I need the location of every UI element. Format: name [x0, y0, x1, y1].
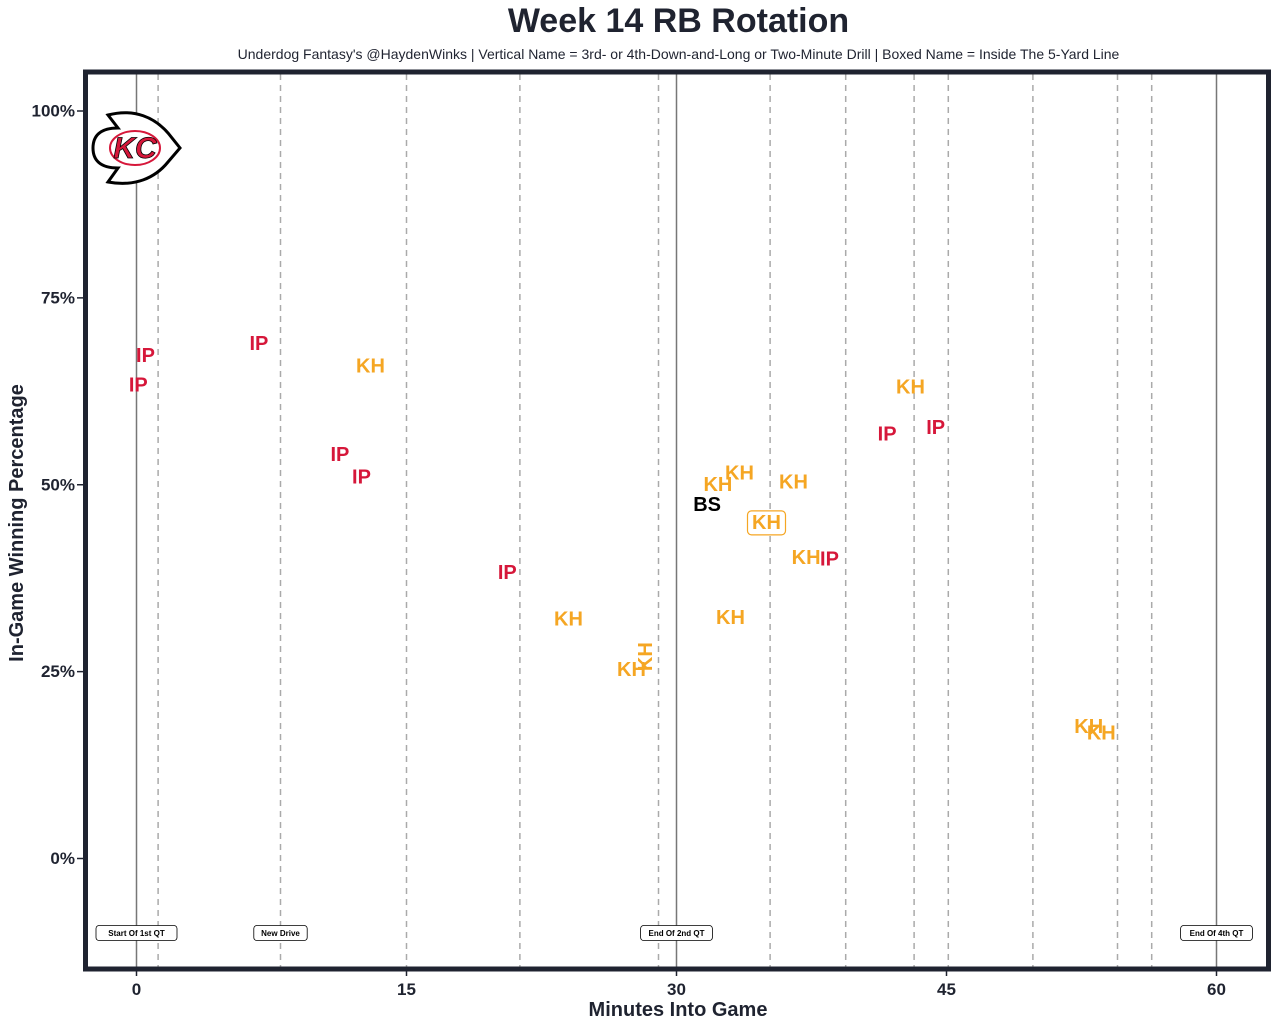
player-mark-ip: IP: [878, 424, 897, 446]
player-mark-ip: IP: [352, 466, 371, 488]
chart-subtitle: Underdog Fantasy's @HaydenWinks | Vertic…: [237, 46, 1120, 62]
x-tick-label: 45: [937, 980, 956, 999]
y-tick-label: 25%: [41, 662, 75, 681]
annotation-label: End Of 4th QT: [1190, 929, 1244, 938]
player-mark-ip: IP: [820, 549, 839, 571]
annotation-box: [1180, 925, 1253, 941]
x-tick-label: 60: [1207, 980, 1226, 999]
y-tick-label: 0%: [50, 849, 75, 868]
player-mark-kh: KH: [716, 607, 745, 629]
player-mark-kh: KH: [779, 472, 808, 494]
y-axis-label: In-Game Winning Percentage: [6, 384, 28, 662]
y-tick-label: 75%: [41, 288, 75, 307]
player-mark-kh: KH: [703, 474, 732, 496]
player-mark-ip: IP: [129, 374, 148, 396]
x-tick-label: 15: [397, 980, 416, 999]
annotation-label: New Drive: [261, 929, 300, 938]
annotation-box: [253, 925, 308, 941]
player-mark-kh: KH: [792, 547, 821, 569]
player-mark-ip: IP: [136, 345, 155, 367]
player-mark-kh: KH: [554, 608, 583, 630]
annotation-box: [95, 925, 178, 941]
annotation-layer: Start Of 1st QT New Drive End Of 2nd QT End…: [95, 925, 1253, 941]
player-mark-kh: KH: [635, 642, 657, 671]
x-tick-label: 30: [667, 980, 686, 999]
player-mark-kh: KH: [752, 512, 781, 534]
player-mark-kh: KH: [896, 377, 925, 399]
y-tick-label: 50%: [41, 475, 75, 494]
boxed-mark-frame: [746, 510, 787, 536]
y-tick-label: 100%: [32, 102, 75, 121]
x-axis-label: Minutes Into Game: [589, 999, 768, 1021]
annotation-box: [640, 925, 713, 941]
player-mark-ip: IP: [249, 333, 268, 355]
player-mark-bs: BS: [693, 494, 721, 516]
chiefs-arrowhead-logo-icon: KC: [91, 111, 182, 185]
grid-layer: [135, 74, 1218, 967]
player-mark-kh: KH: [356, 356, 385, 378]
chart-title: Week 14 RB Rotation: [507, 2, 850, 40]
player-mark-ip: IP: [330, 444, 349, 466]
annotation-label: End Of 2nd QT: [649, 929, 705, 938]
player-mark-ip: IP: [926, 417, 945, 439]
player-mark-kh: KH: [1087, 723, 1116, 745]
x-tick-label: 0: [132, 980, 141, 999]
plot-frame: [83, 69, 1271, 972]
player-mark-kh: KH: [1074, 716, 1103, 738]
axis-layer: 0 15 30 45 60 0% 25% 50% 75% 100%: [32, 102, 1226, 1000]
logo-text: KC: [113, 132, 158, 165]
annotation-label: Start Of 1st QT: [108, 929, 165, 938]
player-mark-ip: IP: [498, 562, 517, 584]
player-mark-kh: KH: [725, 463, 754, 485]
player-mark-kh: KH: [617, 659, 646, 681]
